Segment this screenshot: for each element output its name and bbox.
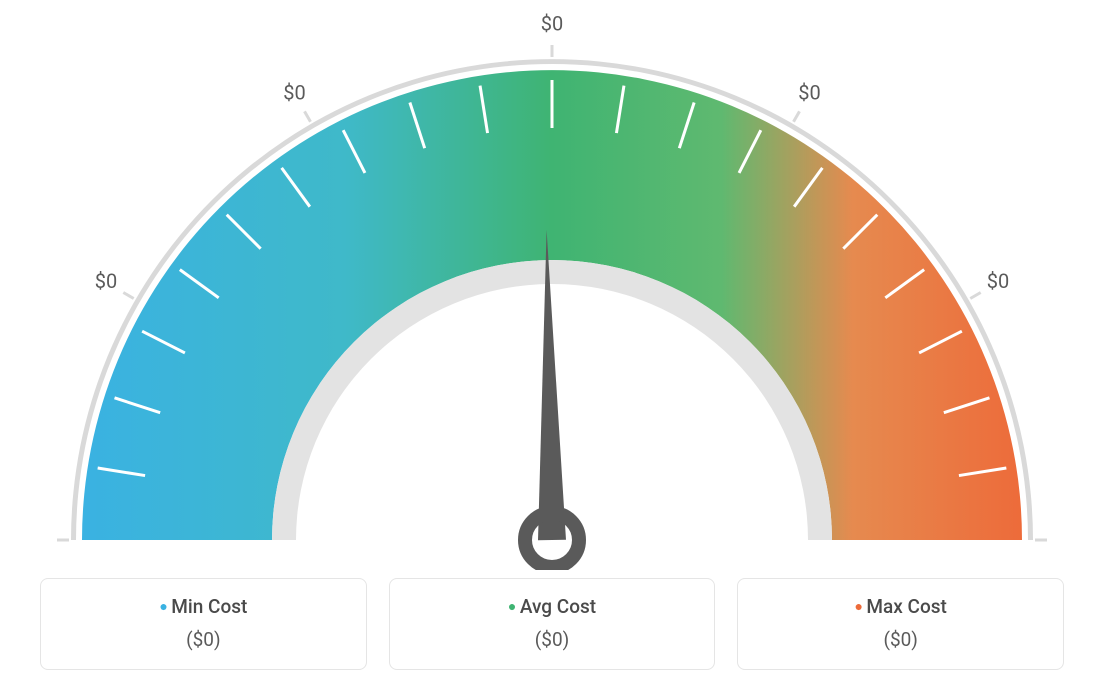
legend-title-min: Min Cost [51,595,356,618]
svg-text:$0: $0 [95,269,117,293]
legend-card-max: Max Cost ($0) [737,578,1064,670]
legend-title-avg: Avg Cost [400,595,705,618]
legend-row: Min Cost ($0) Avg Cost ($0) Max Cost ($0… [40,578,1064,670]
legend-card-avg: Avg Cost ($0) [389,578,716,670]
legend-title-max: Max Cost [748,595,1053,618]
legend-card-min: Min Cost ($0) [40,578,367,670]
svg-text:$0: $0 [541,11,563,35]
legend-value-avg: ($0) [400,628,705,651]
legend-value-min: ($0) [51,628,356,651]
svg-text:$0: $0 [798,80,820,104]
gauge-chart: $0$0$0$0$0$0$0 [52,10,1052,570]
svg-text:$0: $0 [987,269,1009,293]
svg-text:$0: $0 [283,80,305,104]
gauge-svg: $0$0$0$0$0$0$0 [52,10,1052,570]
legend-value-max: ($0) [748,628,1053,651]
